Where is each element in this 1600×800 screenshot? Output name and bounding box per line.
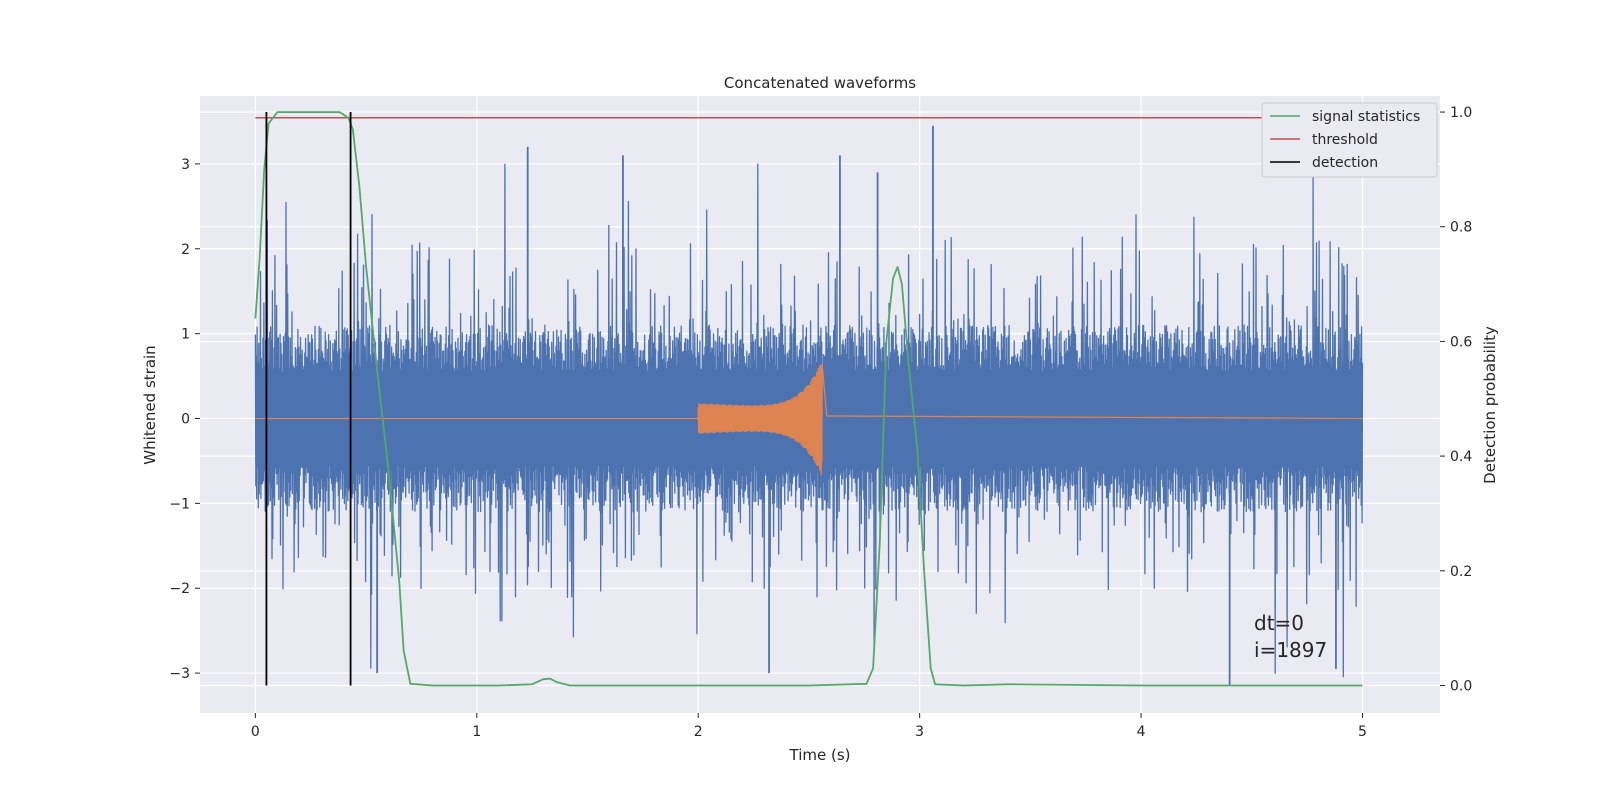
x-tick-label: 0 xyxy=(251,724,260,740)
y-tick-label-left: −1 xyxy=(169,496,190,512)
annotation-dt: dt=0 xyxy=(1254,611,1304,635)
legend-label-detection: detection xyxy=(1312,155,1378,171)
y-tick-label-left: −3 xyxy=(169,666,190,682)
y-tick-label-right: 0.6 xyxy=(1450,334,1472,350)
y-tick-label-left: −2 xyxy=(169,581,190,597)
legend-label-signal-statistics: signal statistics xyxy=(1312,109,1420,125)
x-tick-label: 5 xyxy=(1358,724,1367,740)
series xyxy=(254,111,1364,687)
y-tick-label-right: 0.8 xyxy=(1450,220,1472,236)
y-tick-label-right: 0.0 xyxy=(1450,678,1472,694)
strain-series-line xyxy=(254,163,1364,678)
y-axis-title-left: Whitened strain xyxy=(141,345,159,464)
y-tick-label-left: 1 xyxy=(181,327,190,343)
chart-title: Concatenated waveforms xyxy=(724,74,916,92)
axes: 0 1 2 3 4 5 −3 −2 −1 0 1 2 3 0.0 0.2 0.4 0.6 0.8 1.0 xyxy=(169,105,1472,740)
x-tick-label: 2 xyxy=(694,724,703,740)
x-tick-label: 3 xyxy=(915,724,924,740)
y-tick-label-right: 0.4 xyxy=(1450,449,1472,465)
x-tick-label: 1 xyxy=(472,724,481,740)
x-axis-title: Time (s) xyxy=(789,746,851,764)
y-tick-label-left: 2 xyxy=(181,242,190,258)
x-tick-label: 4 xyxy=(1137,724,1146,740)
y-tick-label-left: 0 xyxy=(181,412,190,428)
legend-label-threshold: threshold xyxy=(1312,132,1378,148)
y-tick-label-right: 1.0 xyxy=(1450,105,1472,121)
injected-signal-line xyxy=(255,364,1363,476)
legend-box xyxy=(1261,102,1438,178)
y-tick-label-left: 3 xyxy=(181,157,190,173)
annotation-index: i=1897 xyxy=(1254,638,1327,662)
legend: signal statistics threshold detection xyxy=(1261,102,1438,178)
y-tick-label-right: 0.2 xyxy=(1450,564,1472,580)
y-axis-title-right: Detection probability xyxy=(1481,326,1499,484)
